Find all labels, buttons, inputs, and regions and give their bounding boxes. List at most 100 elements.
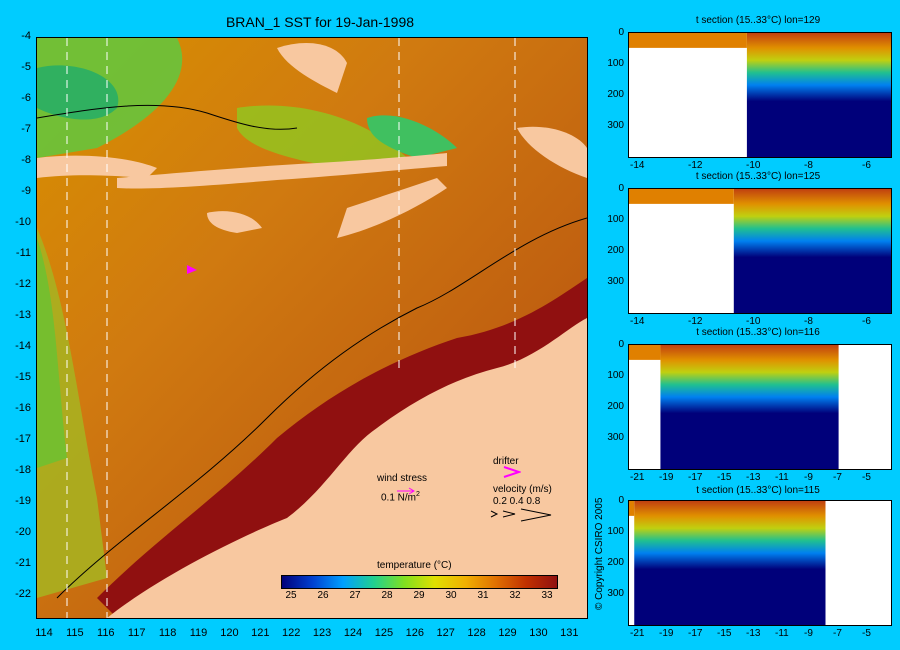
section-depth-tick: 100: [607, 526, 624, 537]
section-panel[interactable]: [628, 500, 892, 626]
section-title: t section (15..33°C) lon=116: [696, 327, 820, 338]
section-depth-tick: 300: [607, 432, 624, 443]
lat-tick-label: -4: [21, 30, 31, 42]
sst-field: [37, 38, 587, 618]
timor-land: [337, 178, 447, 238]
wind-stress-label: wind stress: [377, 473, 428, 484]
flores-land: [517, 126, 587, 178]
lat-tick-label: -19: [15, 495, 31, 507]
lon-tick-label: 127: [436, 627, 455, 639]
section-lat-tick: -5: [862, 472, 871, 483]
sst-map[interactable]: wind stress 0.1 N/m2 drifter velocity (m…: [36, 37, 588, 619]
australia-land: [107, 318, 587, 618]
lat-tick-label: -7: [21, 123, 31, 135]
lat-tick-label: -22: [15, 588, 31, 600]
lon-tick-label: 131: [560, 627, 579, 639]
section-panel[interactable]: [628, 188, 892, 314]
nusa-tenggara-land: [117, 153, 447, 189]
section-lat-tick: -9: [804, 628, 813, 639]
colorbar-title: temperature (°C): [377, 560, 452, 571]
colorbar-tick: 28: [381, 590, 393, 601]
section-lat-tick: -14: [630, 160, 645, 171]
section-lat-tick: -7: [833, 472, 842, 483]
section-depth-tick: 300: [607, 588, 624, 599]
section-lat-tick: -11: [775, 628, 789, 639]
section-lat-tick: -19: [659, 628, 674, 639]
section-lat-tick: -13: [746, 628, 761, 639]
lat-tick-label: -16: [15, 402, 31, 414]
section-lat-tick: -13: [746, 472, 761, 483]
velocity-scale: 0.2 0.4 0.8: [493, 496, 541, 507]
section-lat-tick: -9: [804, 472, 813, 483]
section-depth-tick: 100: [607, 370, 624, 381]
section-lat-tick: -8: [804, 160, 813, 171]
lon-tick-label: 118: [158, 627, 177, 639]
section-plot: [629, 189, 891, 313]
lon-tick-label: 129: [498, 627, 517, 639]
section-lat-tick: -19: [659, 472, 674, 483]
section-lat-tick: -7: [833, 628, 842, 639]
section-lat-tick: -10: [746, 316, 761, 327]
section-lat-tick: -15: [717, 472, 732, 483]
lat-tick-label: -15: [15, 371, 31, 383]
velocity-arrows-icon: [490, 508, 552, 522]
lat-tick-label: -13: [15, 309, 31, 321]
section-title: t section (15..33°C) lon=115: [696, 485, 820, 496]
wind-stress-exponent: 2: [416, 491, 420, 498]
section-plot: [629, 33, 891, 157]
section-lat-tick: -8: [804, 316, 813, 327]
lat-tick-label: -9: [21, 185, 31, 197]
lat-tick-label: -11: [15, 247, 31, 259]
section-lat-tick: -21: [630, 628, 645, 639]
colorbar-tick: 25: [285, 590, 297, 601]
section-lat-tick: -5: [862, 628, 871, 639]
copyright-text: © Copyright CSIRO 2005: [594, 497, 605, 610]
sulawesi-land: [277, 43, 347, 93]
colorbar-tick: 29: [413, 590, 425, 601]
section-depth-tick: 300: [607, 120, 624, 131]
wind-stress-scale: 0.1 N/m: [381, 492, 417, 504]
section-depth-tick: 200: [607, 557, 624, 568]
section-title: t section (15..33°C) lon=125: [695, 171, 821, 182]
lat-tick-label: -8: [21, 154, 31, 166]
section-lat-tick: -17: [688, 628, 703, 639]
colorbar-tick: 31: [477, 590, 489, 601]
section-lat-tick: -21: [630, 472, 645, 483]
java-land: [37, 155, 157, 178]
lon-tick-label: 120: [220, 627, 239, 639]
section-lat-tick: -12: [688, 316, 703, 327]
lat-tick-label: -5: [21, 61, 31, 73]
section-plot: [629, 501, 891, 625]
section-panel[interactable]: [628, 32, 892, 158]
drifter-icon: [503, 466, 521, 478]
lat-tick-label: -12: [15, 278, 31, 290]
sumba-land: [207, 211, 262, 233]
map-title: BRAN_1 SST for 19-Jan-1998: [225, 14, 415, 30]
section-depth-tick: 100: [607, 58, 624, 69]
lon-tick-label: 126: [405, 627, 424, 639]
section-lat-tick: -17: [688, 472, 703, 483]
lon-tick-label: 130: [529, 627, 548, 639]
lon-tick-label: 124: [343, 627, 363, 639]
section-panel[interactable]: [628, 344, 892, 470]
lon-tick-label: 116: [97, 627, 115, 639]
lat-tick-label: -20: [15, 526, 31, 538]
lon-tick-label: 114: [35, 627, 53, 639]
section-depth-tick: 200: [607, 89, 624, 100]
lon-tick-label: 121: [251, 627, 270, 639]
section-depth-tick: 200: [607, 401, 624, 412]
lon-tick-label: 123: [312, 627, 332, 639]
lon-tick-label: 125: [374, 627, 394, 639]
section-depth-tick: 300: [607, 276, 624, 287]
colorbar: [281, 575, 558, 589]
section-depth-tick: 0: [618, 27, 624, 38]
lon-tick-label: 119: [189, 627, 208, 639]
lat-tick-label: -10: [15, 216, 31, 228]
drifter-label: drifter: [493, 456, 519, 467]
colorbar-tick: 26: [317, 590, 329, 601]
section-depth-tick: 0: [618, 183, 624, 194]
drifter-marker: [187, 265, 197, 274]
section-lat-tick: -12: [688, 160, 703, 171]
section-lat-tick: -6: [862, 316, 871, 327]
lat-tick-label: -17: [15, 433, 31, 445]
